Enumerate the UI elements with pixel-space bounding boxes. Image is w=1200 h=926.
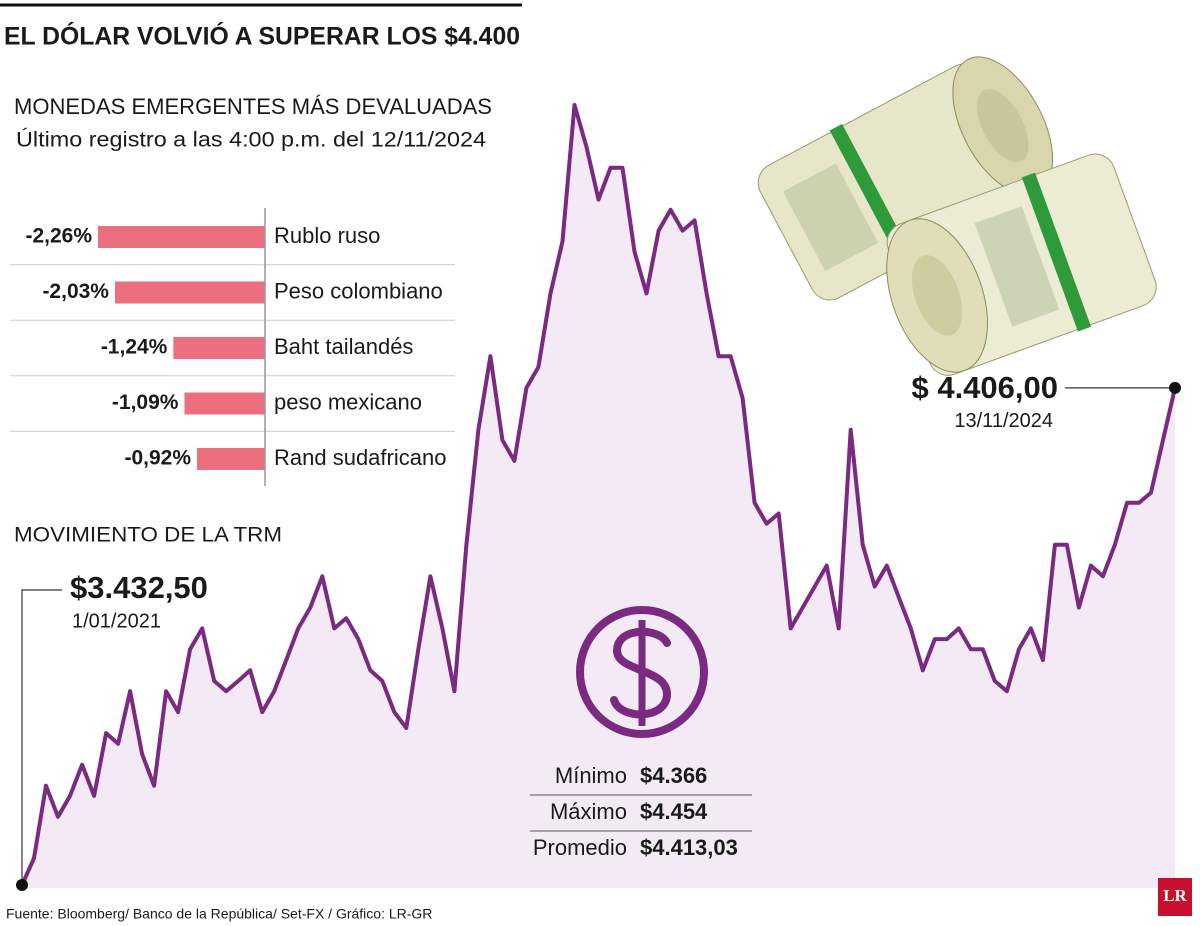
bar-category-label: Rand sudafricano — [274, 445, 446, 470]
end-date-label: 13/11/2024 — [954, 410, 1053, 432]
main-title: EL DÓLAR VOLVIÓ A SUPERAR LOS $4.400 — [4, 21, 520, 51]
bar-value-label: -0,92% — [124, 447, 191, 470]
trm-line — [20, 103, 1177, 886]
bar-category-label: Rublo ruso — [274, 223, 380, 248]
bar-category-label: peso mexicano — [274, 389, 422, 414]
start-point — [16, 879, 28, 891]
bar — [197, 448, 265, 470]
bar-subtitle: Último registro a las 4:00 p.m. del 12/1… — [16, 129, 486, 152]
stat-value: $4.454 — [640, 799, 708, 824]
logo-box — [1158, 878, 1192, 916]
bar — [114, 281, 265, 304]
end-value-label: $ 4.406,00 — [911, 370, 1058, 405]
stat-value: $4.366 — [640, 763, 707, 788]
bar-value-label: -2,03% — [42, 280, 109, 303]
source-note: Fuente: Bloomberg/ Banco de la República… — [6, 906, 432, 922]
end-point — [1169, 381, 1181, 394]
start-value-label: $3.432,50 — [70, 570, 208, 605]
bar-value-label: -1,24% — [101, 336, 168, 359]
bar-title: MONEDAS EMERGENTES MÁS DEVALUADAS — [14, 94, 492, 119]
dollar-icon — [576, 606, 708, 738]
bar — [184, 392, 265, 415]
area — [22, 105, 1175, 888]
stat-value: $4.413,03 — [640, 835, 738, 860]
start-connector — [21, 589, 62, 885]
bar-value-label: -1,09% — [112, 391, 179, 414]
bar — [173, 337, 265, 359]
bar-category-label: Baht tailandés — [274, 334, 413, 359]
bar-category-label: Peso colombiano — [274, 278, 443, 303]
stat-label: Mínimo — [555, 763, 627, 788]
line-title: MOVIMIENTO DE LA TRM — [14, 524, 282, 547]
logo: LR — [1163, 886, 1187, 905]
bar-value-label: -2,26% — [25, 225, 92, 248]
stat-label: Promedio — [533, 835, 627, 860]
stat-label: Máximo — [550, 799, 627, 824]
money-illustration — [757, 56, 1157, 376]
bar — [98, 226, 265, 248]
start-date-label: 1/01/2021 — [72, 610, 161, 632]
